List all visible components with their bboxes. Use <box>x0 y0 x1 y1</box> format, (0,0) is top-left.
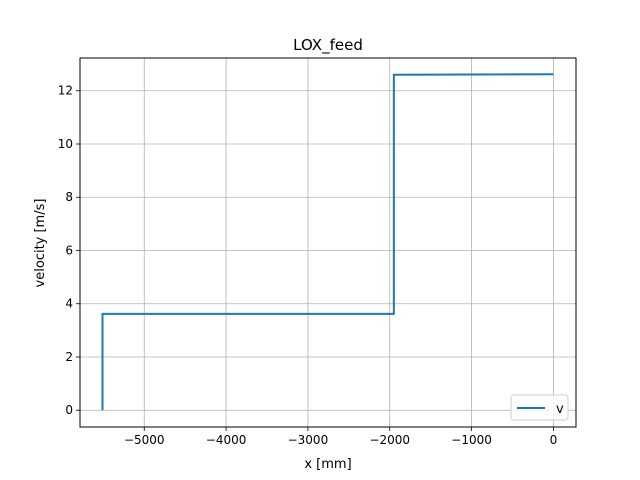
x-tick-label: −3000 <box>288 433 329 447</box>
x-tick-label: −2000 <box>369 433 410 447</box>
y-axis-label: velocity [m/s] <box>33 199 48 288</box>
y-tick-label: 4 <box>65 297 73 311</box>
x-axis-ticks: −5000 −4000 −3000 −2000 −1000 0 <box>124 427 557 447</box>
x-tick-label: −1000 <box>451 433 492 447</box>
grid-lines <box>80 58 576 427</box>
chart-title: LOX_feed <box>293 36 363 55</box>
legend-label-v: v <box>556 402 564 417</box>
y-tick-label: 10 <box>58 137 73 151</box>
y-axis-ticks: 0 2 4 6 8 10 12 <box>58 84 80 417</box>
y-tick-label: 8 <box>65 190 73 204</box>
x-tick-label: 0 <box>550 433 558 447</box>
plot-area-frame <box>79 57 577 428</box>
x-tick-label: −4000 <box>206 433 247 447</box>
y-tick-label: 12 <box>58 84 73 98</box>
y-tick-label: 2 <box>65 350 73 364</box>
x-tick-label: −5000 <box>124 433 165 447</box>
series-line-v <box>101 73 554 411</box>
y-tick-label: 6 <box>65 243 73 257</box>
y-tick-label: 0 <box>65 403 73 417</box>
x-axis-label: x [mm] <box>304 457 351 472</box>
series-layer <box>101 73 554 411</box>
legend: v <box>510 394 569 421</box>
